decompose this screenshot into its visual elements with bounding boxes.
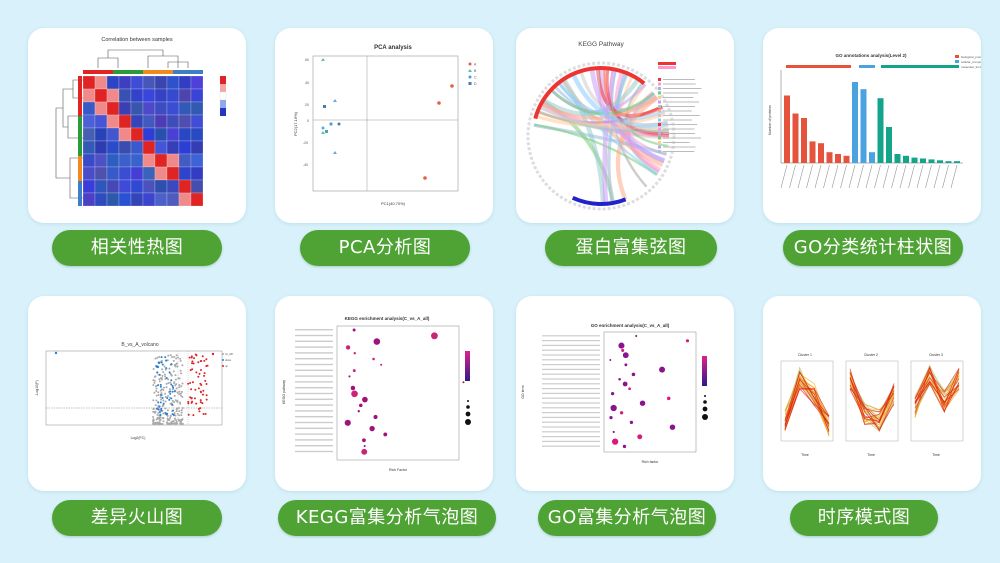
svg-text:Number of proteins: Number of proteins	[768, 105, 772, 135]
svg-text:-20: -20	[303, 141, 308, 145]
card-chord[interactable]: KEGG Pathway	[516, 28, 734, 223]
svg-text:Time: Time	[801, 453, 809, 457]
kegg-bubbles	[295, 328, 465, 455]
label-pca[interactable]: PCA分析图	[300, 230, 470, 266]
svg-text:GO term: GO term	[521, 385, 525, 399]
card-kegg-bubble[interactable]: KEGG enrichment analysis(C_vs_A_all) Ric…	[275, 296, 493, 491]
pca-title: PCA analysis	[374, 45, 412, 51]
card-timeseries[interactable]: Cluster 1 Cluster 2 Cluster 3 Time Time …	[763, 296, 981, 491]
svg-text:PC2(17.19%): PC2(17.19%)	[293, 111, 298, 136]
card-volcano[interactable]: B_vs_A_volcano Log2(FC) -Log10(P) no_dif…	[28, 296, 246, 491]
label-kegg-bubble[interactable]: KEGG富集分析气泡图	[278, 500, 496, 536]
kegg-bubble-title: KEGG enrichment analysis(C_vs_A_all)	[345, 316, 430, 321]
heatmap-thumbnail: Correlation between samples	[55, 37, 227, 207]
svg-text:down: down	[225, 358, 232, 362]
svg-text:C: C	[474, 76, 477, 80]
svg-text:Rich factor: Rich factor	[642, 460, 660, 464]
heatmap-title: Correlation between samples	[101, 37, 172, 43]
go-bars	[780, 82, 960, 189]
svg-text:40: 40	[305, 81, 309, 85]
pca-points	[321, 58, 454, 180]
go-bubble-thumbnail: GO enrichment analysis(C_vs_A_all) Rich …	[521, 323, 708, 464]
card-go-bar[interactable]: GO annotations analysis(Level 2) biologi…	[763, 28, 981, 223]
svg-text:molecular_function: molecular_function	[961, 65, 981, 69]
svg-text:Time: Time	[932, 453, 940, 457]
chord-title: KEGG Pathway	[578, 41, 624, 48]
chord-thumbnail: KEGG Pathway	[526, 41, 702, 211]
card-correlation-heatmap[interactable]: Correlation between samples	[28, 28, 246, 223]
label-go-bar[interactable]: GO分类统计柱状图	[783, 230, 963, 266]
svg-text:Cluster 2: Cluster 2	[864, 353, 878, 357]
label-timeseries[interactable]: 时序模式图	[790, 500, 938, 536]
svg-text:up: up	[225, 365, 228, 368]
label-go-bubble[interactable]: GO富集分析气泡图	[538, 500, 716, 536]
svg-text:-40: -40	[303, 163, 308, 167]
heatmap-grid	[82, 75, 204, 207]
svg-text:D: D	[474, 82, 477, 86]
svg-text:60: 60	[305, 58, 309, 62]
svg-text:PC1(40.70%): PC1(40.70%)	[381, 201, 406, 206]
svg-text:Time: Time	[867, 453, 875, 457]
label-volcano[interactable]: 差异火山图	[52, 500, 222, 536]
svg-text:Rich Factor: Rich Factor	[389, 468, 408, 472]
svg-text:-Log10(P): -Log10(P)	[35, 380, 39, 396]
card-go-bubble[interactable]: GO enrichment analysis(C_vs_A_all) Rich …	[516, 296, 734, 491]
chord-ribbons	[526, 61, 676, 211]
svg-text:0: 0	[307, 119, 309, 123]
go-bubble-title: GO enrichment analysis(C_vs_A_all)	[591, 323, 670, 328]
svg-text:20: 20	[305, 103, 309, 107]
label-correlation-heatmap[interactable]: 相关性热图	[52, 230, 222, 266]
svg-text:Cluster 1: Cluster 1	[798, 353, 812, 357]
chord-legend	[658, 78, 702, 153]
go-bar-title: GO annotations analysis(Level 2)	[835, 53, 907, 58]
svg-text:Log2(FC): Log2(FC)	[131, 436, 146, 440]
svg-text:KEGG pathway: KEGG pathway	[282, 380, 286, 404]
kegg-bubble-thumbnail: KEGG enrichment analysis(C_vs_A_all) Ric…	[282, 316, 471, 472]
timeseries-panels	[780, 360, 964, 442]
svg-text:B: B	[474, 69, 477, 73]
volcano-title: B_vs_A_volcano	[121, 342, 158, 348]
go-bar-thumbnail: GO annotations analysis(Level 2) biologi…	[768, 53, 981, 189]
timeseries-thumbnail: Cluster 1 Cluster 2 Cluster 3 Time Time …	[780, 353, 964, 457]
svg-text:biological_process: biological_process	[961, 55, 981, 59]
card-pca[interactable]: PCA analysis 60 40 20 0 -20 -40 PC1(40.70%) …	[275, 28, 493, 223]
svg-text:Cluster 3: Cluster 3	[929, 353, 943, 357]
svg-text:no_diff: no_diff	[225, 352, 233, 356]
volcano-points	[54, 351, 215, 425]
svg-text:cellular_component: cellular_component	[961, 60, 981, 64]
label-chord[interactable]: 蛋白富集弦图	[545, 230, 717, 266]
go-bubbles	[542, 334, 690, 449]
volcano-thumbnail: B_vs_A_volcano Log2(FC) -Log10(P) no_dif…	[35, 342, 233, 440]
svg-text:A: A	[474, 63, 477, 67]
